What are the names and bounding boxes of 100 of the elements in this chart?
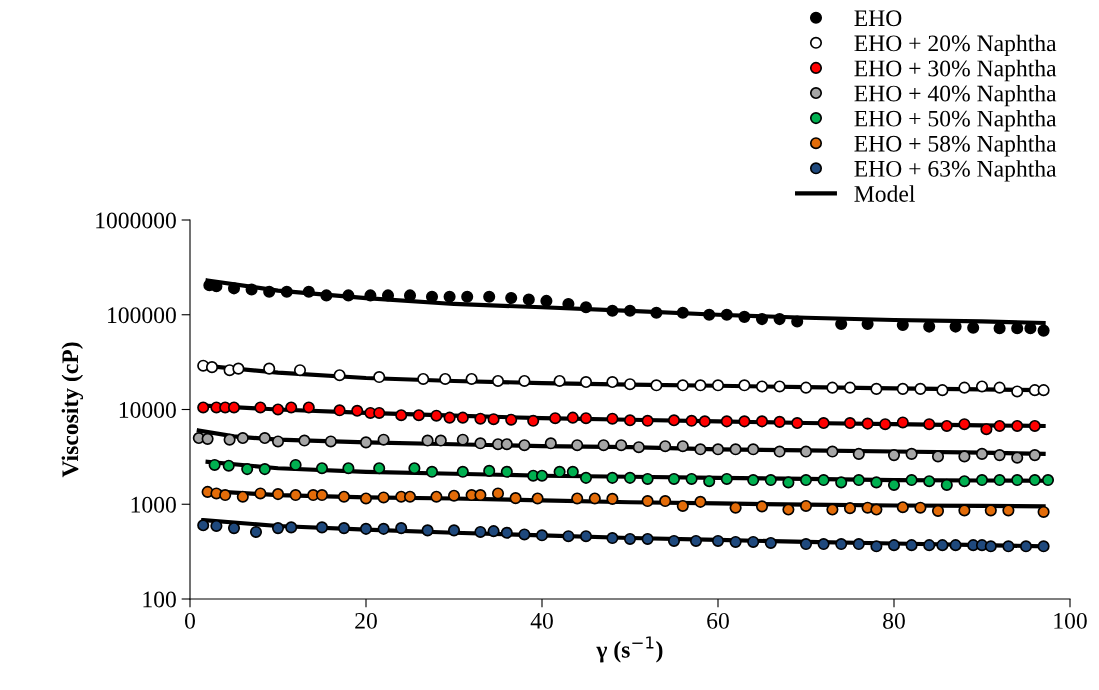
point — [302, 401, 315, 414]
point — [500, 465, 513, 478]
point — [377, 433, 390, 446]
point — [320, 289, 333, 302]
point — [993, 474, 1006, 487]
point — [434, 434, 447, 447]
point — [905, 474, 918, 487]
point — [958, 381, 971, 394]
point — [843, 381, 857, 394]
point — [887, 478, 901, 491]
point — [395, 522, 408, 535]
point — [579, 375, 593, 389]
point — [403, 490, 417, 503]
point — [236, 431, 249, 445]
point — [861, 417, 874, 430]
point — [351, 404, 364, 417]
point — [298, 434, 311, 447]
point — [799, 381, 813, 394]
point — [258, 431, 271, 445]
point — [465, 372, 478, 386]
point — [641, 495, 654, 508]
point — [826, 445, 839, 458]
point — [474, 412, 487, 425]
point — [571, 492, 584, 505]
point — [1002, 540, 1015, 553]
point — [491, 374, 505, 388]
point — [518, 528, 531, 541]
point — [597, 439, 610, 452]
point — [509, 492, 522, 505]
point — [843, 502, 857, 515]
point — [227, 522, 241, 535]
point — [931, 504, 945, 517]
point — [685, 414, 698, 427]
point — [852, 538, 865, 551]
point — [650, 306, 663, 319]
point — [799, 445, 813, 458]
point — [333, 369, 346, 382]
y-tick-label: 1000 — [131, 496, 176, 513]
point — [773, 445, 786, 458]
point — [315, 462, 329, 475]
point — [373, 406, 386, 419]
y-tick-label: 100000 — [108, 307, 176, 324]
point — [729, 443, 742, 456]
point — [958, 475, 971, 488]
point — [381, 289, 395, 302]
point — [571, 439, 584, 452]
point — [958, 450, 971, 463]
point — [1037, 384, 1050, 397]
point — [236, 490, 249, 503]
point — [271, 522, 285, 535]
point — [227, 282, 241, 295]
point — [940, 419, 953, 433]
legend-label: EHO + 50% Naphtha — [854, 109, 1057, 132]
point — [659, 495, 672, 508]
point — [505, 413, 518, 426]
point — [650, 379, 663, 392]
point — [755, 380, 769, 393]
point — [223, 433, 236, 446]
point — [197, 401, 210, 414]
point — [447, 524, 461, 537]
legend-label: EHO + 63% Naphtha — [854, 160, 1057, 182]
x-tick-label: 40 — [530, 612, 553, 629]
point — [914, 382, 927, 395]
y-tick-label: 1000000 — [96, 212, 176, 229]
point — [685, 472, 698, 485]
point — [364, 289, 377, 302]
point — [905, 447, 918, 460]
point — [491, 487, 505, 500]
point — [579, 530, 593, 543]
point — [993, 419, 1006, 433]
point — [826, 381, 839, 394]
point — [623, 378, 637, 391]
point — [606, 531, 619, 545]
point — [738, 415, 751, 428]
point — [241, 463, 254, 476]
point — [694, 379, 707, 392]
point — [377, 522, 390, 535]
point — [1028, 419, 1041, 433]
point — [535, 529, 549, 542]
point — [703, 308, 716, 321]
point — [773, 313, 786, 326]
point — [219, 489, 232, 502]
point — [289, 458, 302, 471]
point — [870, 540, 883, 553]
point — [773, 415, 786, 428]
point — [729, 501, 742, 514]
point — [483, 464, 496, 477]
point — [443, 290, 456, 303]
legend-label: EHO + 40% Naphtha — [854, 84, 1057, 107]
point — [505, 292, 518, 305]
point — [623, 471, 637, 484]
point — [738, 310, 751, 323]
point — [285, 521, 298, 534]
point — [474, 437, 487, 450]
point — [412, 409, 425, 422]
point — [245, 283, 258, 296]
point — [210, 519, 223, 533]
point — [566, 465, 579, 478]
point — [791, 315, 804, 328]
point — [263, 362, 276, 375]
